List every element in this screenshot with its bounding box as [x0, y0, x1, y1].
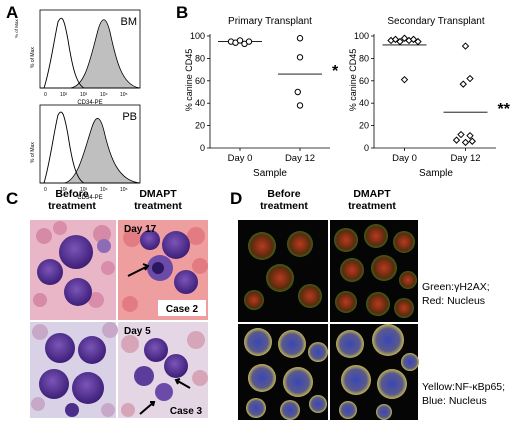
panel-d-column-dmapt: DMAPT treatment — [348, 188, 396, 212]
arrow-icon — [139, 401, 156, 415]
day-label: Day 5 — [124, 326, 151, 337]
histogram-label: PB — [122, 111, 137, 123]
histogram-bm-ylabel: % of Max — [30, 47, 36, 68]
histogram-tick-1: 10² — [60, 187, 68, 193]
panel-letter-b: B — [176, 3, 188, 22]
chart-title: Primary Transplant — [228, 16, 312, 27]
legend-line: Green:γH2AX; — [422, 281, 490, 293]
significance-marker: * — [332, 63, 339, 80]
data-point — [296, 54, 304, 61]
x-tick-label: Day 0 — [392, 153, 417, 164]
histogram-xlabel: CD34-PE — [77, 100, 102, 106]
data-point — [400, 75, 409, 84]
histogram-ylabel: % of Max — [14, 18, 19, 38]
chart-ylabel: % canine CD45 — [184, 49, 194, 112]
case-label: Case 2 — [166, 304, 199, 315]
arrow-icon — [174, 378, 191, 389]
data-point — [296, 102, 304, 109]
y-tick-label: 20 — [195, 121, 205, 131]
chart-xlabel: Sample — [253, 168, 287, 179]
chart-ylabel: % canine CD45 — [348, 49, 358, 112]
y-tick-label: 20 — [359, 121, 369, 131]
data-point — [296, 35, 304, 42]
panel-c-column-before: Before treatment — [48, 188, 96, 212]
data-point — [452, 136, 461, 144]
histogram-tick-4: 10⁵ — [120, 92, 128, 98]
histogram-tick-0: 0 — [44, 92, 47, 98]
data-point — [459, 80, 467, 88]
significance-marker: ** — [498, 101, 511, 118]
histogram-tick-3: 10⁴ — [100, 92, 108, 98]
y-tick-label: 100 — [354, 31, 369, 41]
chart-secondary-transplant: Secondary Transplant % canine CD45 Sampl… — [348, 16, 511, 179]
fluorescence-d-dmapt-top — [330, 220, 418, 322]
y-tick-label: 40 — [195, 98, 205, 108]
y-tick-label: 0 — [200, 143, 205, 153]
data-point — [294, 88, 301, 96]
data-point — [461, 42, 470, 50]
y-tick-label: 60 — [195, 76, 205, 86]
legend-line: Blue: Nucleus — [422, 395, 487, 407]
y-tick-label: 40 — [359, 98, 369, 108]
histogram-filled-peak — [40, 118, 141, 184]
x-tick-label: Day 12 — [285, 153, 315, 164]
histogram-tick-0: 0 — [44, 187, 47, 193]
data-point — [236, 37, 244, 44]
data-point — [396, 37, 404, 46]
data-point — [461, 138, 470, 147]
y-tick-label: 80 — [195, 53, 205, 63]
y-tick-label: 0 — [364, 143, 369, 153]
chart-xlabel: Sample — [419, 168, 453, 179]
panel-d-legend-top: Green:γH2AX; Red: Nucleus — [422, 281, 490, 307]
data-point — [468, 137, 476, 145]
histogram-xlabel: CD34-PE — [77, 195, 102, 201]
histogram-filled-peak — [40, 19, 141, 89]
y-tick-label: 60 — [359, 76, 369, 86]
micrograph-c-before-bottom — [30, 322, 118, 418]
data-point — [466, 74, 474, 83]
x-tick-label: Day 0 — [228, 153, 253, 164]
data-point — [457, 130, 465, 139]
data-point — [400, 34, 409, 42]
legend-line: Yellow:NF-κBp65; — [422, 381, 505, 393]
histogram-pb: PB 0 10² 10³ 10⁴ 10⁵ CD34-PE — [39, 104, 141, 201]
data-point — [414, 37, 422, 46]
histogram-control-curve — [40, 17, 140, 89]
histogram-tick-2: 10³ — [80, 187, 88, 193]
chart-primary-transplant: Primary Transplant % canine CD45 Sample … — [184, 16, 339, 179]
panel-c-column-dmapt: DMAPT treatment — [134, 188, 182, 212]
micrograph-c-before-top — [30, 220, 116, 320]
panel-d-column-before: Before treatment — [260, 188, 308, 212]
fluorescence-d-dmapt-bottom — [330, 324, 419, 420]
panel-letter-a: A — [6, 3, 18, 22]
micrograph-c-dmapt-bottom: Day 5 Case 3 — [118, 322, 208, 418]
y-tick-label: 100 — [190, 31, 205, 41]
fluorescence-d-before-top — [238, 220, 328, 322]
histogram-bm: BM % of Max 0 10² 10³ 10⁴ 10⁵ CD34-PE — [14, 9, 141, 106]
data-point — [466, 131, 474, 140]
case-label: Case 3 — [170, 406, 203, 417]
legend-line: Red: Nucleus — [422, 295, 485, 307]
data-point — [409, 35, 418, 44]
histogram-pb-ylabel: % of Max — [30, 142, 36, 163]
panel-letter-c: C — [6, 189, 18, 208]
x-tick-label: Day 12 — [450, 153, 480, 164]
data-point — [245, 38, 253, 45]
panel-d-legend-bottom: Yellow:NF-κBp65; Blue: Nucleus — [422, 381, 505, 407]
fluorescence-d-before-bottom — [238, 324, 328, 420]
histogram-tick-3: 10⁴ — [100, 187, 108, 193]
y-tick-label: 80 — [359, 53, 369, 63]
chart-title: Secondary Transplant — [387, 16, 485, 27]
histogram-control-curve — [40, 111, 140, 184]
histogram-tick-4: 10⁵ — [120, 187, 128, 193]
histogram-tick-1: 10² — [60, 92, 68, 98]
micrograph-c-dmapt-top: Day 17 Case 2 — [118, 220, 208, 320]
panel-letter-d: D — [230, 189, 242, 208]
data-point — [391, 35, 400, 44]
arrow-icon — [127, 263, 150, 277]
histogram-tick-2: 10³ — [80, 92, 88, 98]
histogram-label: BM — [121, 16, 138, 28]
day-label: Day 17 — [124, 224, 157, 235]
